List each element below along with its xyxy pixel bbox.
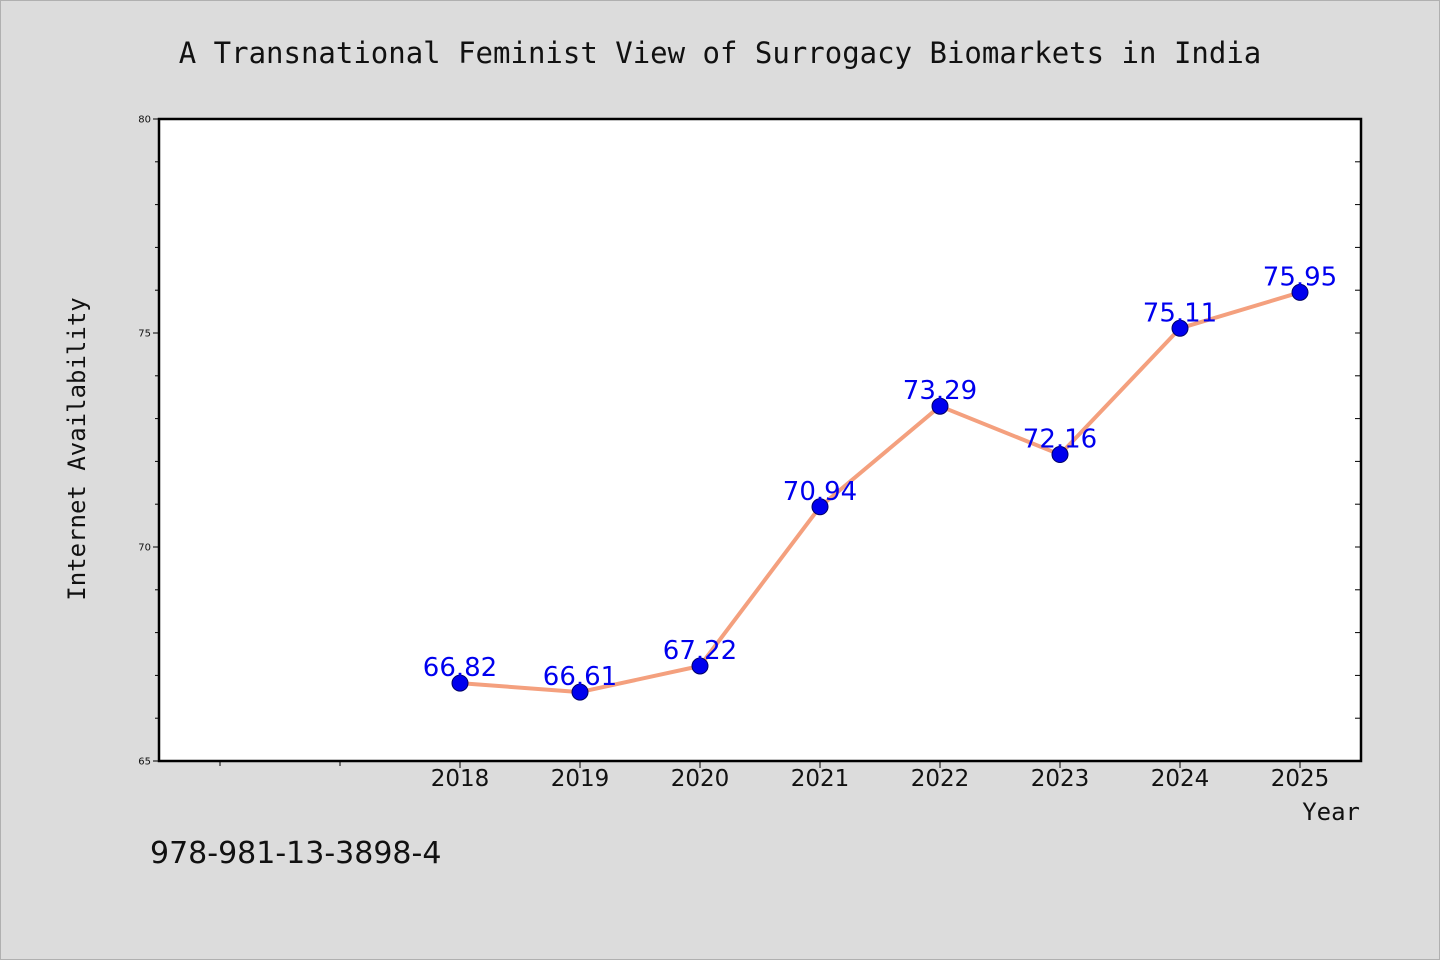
x-tick-label: 2021	[791, 766, 850, 792]
series-line	[459, 290, 1301, 695]
data-point	[451, 674, 469, 692]
axis-ticks: 65 70 75 80 2018 2019 2020 2021 2022 2023 2024 2025	[138, 115, 1361, 792]
data-label: 67.22	[663, 636, 737, 666]
x-tick-label: 2024	[1151, 766, 1210, 792]
data-point	[1291, 283, 1309, 301]
chart-title: A Transnational Feminist View of Surroga…	[179, 36, 1262, 70]
y-tick-label: 70	[138, 543, 151, 554]
y-axis-label: Internet Availability	[63, 297, 91, 600]
data-point	[811, 498, 829, 516]
data-label: 66.82	[423, 653, 497, 683]
data-label: 75.11	[1143, 298, 1217, 328]
data-point	[931, 397, 949, 415]
x-tick-label: 2025	[1271, 766, 1330, 792]
y-tick-label: 65	[138, 757, 151, 768]
data-point	[691, 657, 709, 675]
y-tick-label: 75	[138, 329, 151, 340]
x-tick-label: 2018	[431, 766, 490, 792]
data-point	[571, 683, 589, 701]
data-label: 66.61	[543, 662, 617, 692]
isbn-label: 978-981-13-3898-4	[150, 836, 442, 871]
x-tick-label: 2022	[911, 766, 970, 792]
data-label: 75.95	[1263, 262, 1337, 292]
data-label: 70.94	[783, 477, 857, 507]
data-label: 73.29	[903, 376, 977, 406]
series-group: 66.82 66.61 67.22 70.94 73.29 72.16 75.11 75.95	[423, 262, 1337, 701]
data-point	[1171, 319, 1189, 337]
x-tick-label: 2019	[551, 766, 610, 792]
plot-area	[157, 117, 1363, 763]
data-point	[1051, 446, 1069, 464]
x-tick-label: 2023	[1031, 766, 1090, 792]
x-tick-label: 2020	[671, 766, 730, 792]
y-tick-label: 80	[138, 115, 151, 126]
x-axis-label: Year	[1302, 798, 1360, 826]
data-label: 72.16	[1023, 425, 1097, 455]
